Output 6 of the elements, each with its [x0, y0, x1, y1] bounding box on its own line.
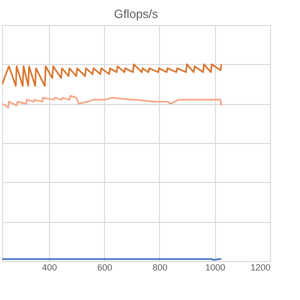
- chart-title: Gflops/s: [114, 7, 158, 21]
- x-tick-label: 600: [97, 262, 112, 272]
- x-tick-label: 800: [152, 262, 168, 272]
- x-tick-label: 1000: [205, 262, 226, 272]
- x-tick-label: 1200: [250, 262, 270, 272]
- x-tick-label: 400: [42, 262, 57, 272]
